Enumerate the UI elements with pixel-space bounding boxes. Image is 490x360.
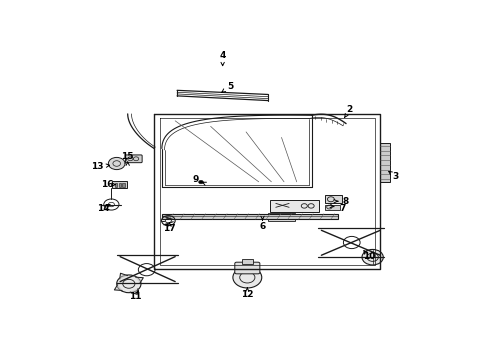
Bar xyxy=(242,258,253,264)
Bar xyxy=(122,183,124,186)
Circle shape xyxy=(117,275,141,293)
Text: 9: 9 xyxy=(193,175,199,184)
Bar xyxy=(270,200,319,212)
Polygon shape xyxy=(120,273,127,279)
Polygon shape xyxy=(130,289,138,294)
Polygon shape xyxy=(114,285,122,291)
Text: 17: 17 xyxy=(163,224,176,233)
Text: 8: 8 xyxy=(343,197,349,206)
Text: 6: 6 xyxy=(259,222,266,231)
Polygon shape xyxy=(136,277,143,283)
Bar xyxy=(162,214,339,219)
Circle shape xyxy=(199,180,203,184)
Text: 5: 5 xyxy=(227,82,233,91)
Text: 16: 16 xyxy=(100,180,113,189)
Text: 15: 15 xyxy=(122,152,134,161)
Bar xyxy=(325,195,342,203)
Text: 7: 7 xyxy=(339,204,345,213)
Circle shape xyxy=(362,249,383,265)
Text: 12: 12 xyxy=(241,289,254,298)
Text: 11: 11 xyxy=(129,292,142,301)
Text: 14: 14 xyxy=(97,204,109,213)
Text: 3: 3 xyxy=(392,172,398,181)
Bar xyxy=(112,181,127,188)
Bar xyxy=(325,204,341,210)
Circle shape xyxy=(108,157,125,170)
Bar xyxy=(380,143,390,182)
Text: 2: 2 xyxy=(347,105,353,114)
Text: 4: 4 xyxy=(220,51,226,60)
FancyBboxPatch shape xyxy=(125,155,142,163)
Bar xyxy=(115,183,117,186)
Text: 13: 13 xyxy=(91,162,103,171)
FancyBboxPatch shape xyxy=(235,262,260,274)
Bar xyxy=(268,213,295,221)
Text: 10: 10 xyxy=(363,252,375,261)
Circle shape xyxy=(233,267,262,288)
Bar xyxy=(119,183,121,186)
